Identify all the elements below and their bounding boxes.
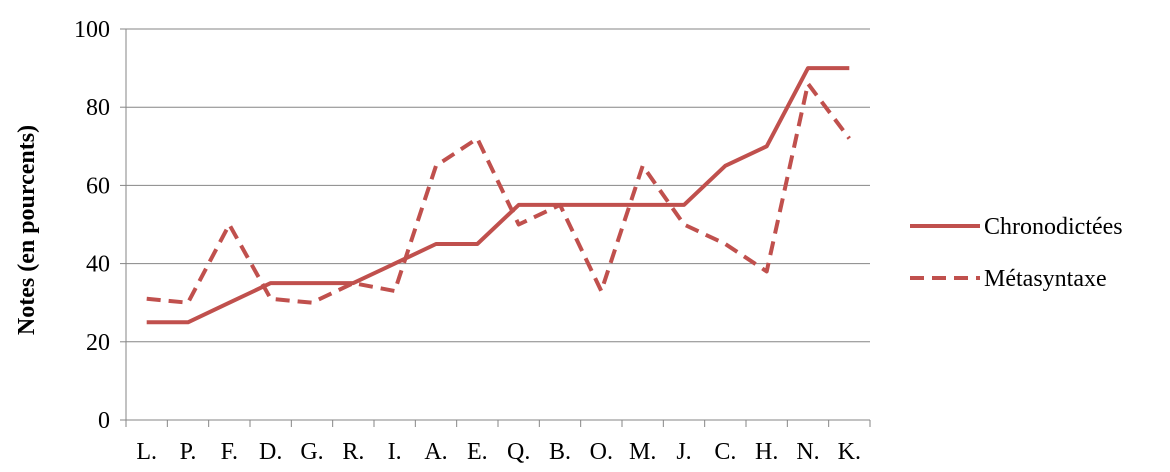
x-tick-label: B. [549,439,571,465]
legend: Chronodictées Métasyntaxe [910,214,1123,292]
legend-label: Chronodictées [984,214,1123,240]
series-line-2 [146,81,851,305]
y-tick-label: 40 [86,252,110,278]
x-tick-label: J. [676,439,691,465]
x-tick-label: N. [796,439,819,465]
x-tick-labels: L. P. F. D. G. R. I. A. E. Q. B. O. M. J. C. H. N. K. [136,439,861,465]
y-tick-labels: 0 20 40 60 80 100 [74,17,110,434]
x-tick-label: K. [838,439,861,465]
x-tick-label: P. [180,439,197,465]
x-tick-label: Q. [507,439,530,465]
x-tick-label: A. [424,439,447,465]
x-tick-label: C. [714,439,736,465]
x-tick-label: G. [300,439,323,465]
x-tick-label: L. [136,439,157,465]
y-tick-label: 80 [86,95,110,121]
series-line-1 [146,66,850,325]
x-tick-label: F. [221,439,238,465]
x-tick-label: M. [629,439,656,465]
x-tick-label: H. [755,439,778,465]
x-tick-label: E. [467,439,488,465]
x-tick-label: R. [342,439,364,465]
y-tick-label: 60 [86,173,110,199]
y-tick-label: 100 [74,17,110,43]
y-tick-label: 0 [98,408,110,434]
y-axis-title: Notes (en pourcents) [14,125,40,335]
series-lines [146,66,851,325]
x-tick-label: D. [259,439,282,465]
x-tick-label: I. [388,439,402,465]
x-tick-label: O. [590,439,613,465]
y-tick-label: 20 [86,330,110,356]
legend-label: Métasyntaxe [984,266,1107,292]
axes [120,28,871,427]
